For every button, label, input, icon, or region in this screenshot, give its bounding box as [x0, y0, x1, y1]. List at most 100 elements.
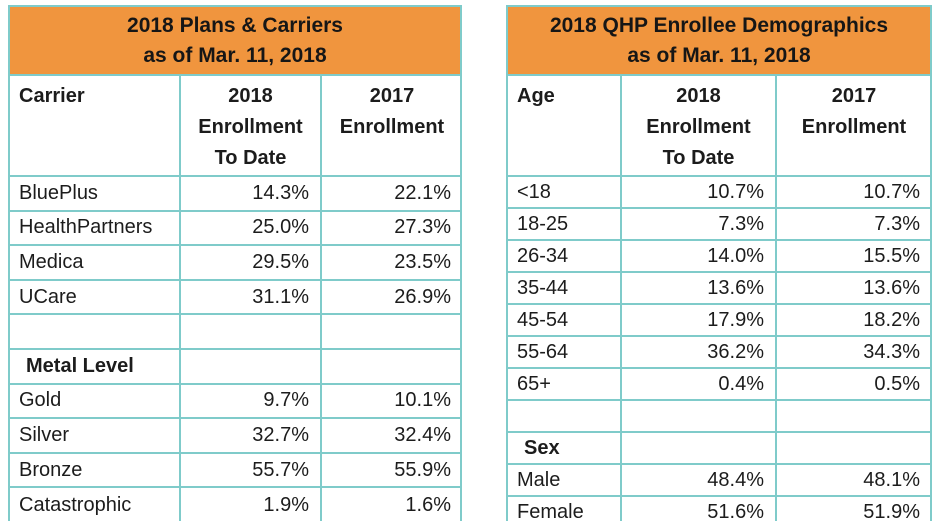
table-row: HealthPartners 25.0% 27.3%: [9, 209, 463, 247]
row-label-cell: 65+: [507, 367, 622, 401]
row-label-cell: [507, 399, 622, 433]
value-cell: 36.2%: [620, 335, 777, 369]
row-label-cell: HealthPartners: [9, 209, 181, 247]
value-cell: 32.4%: [320, 417, 463, 454]
value-cell: 51.9%: [775, 495, 932, 521]
value-cell: 48.1%: [775, 463, 932, 497]
table-row: 45-54 17.9% 18.2%: [507, 303, 932, 337]
value-cell: 1.9%: [179, 486, 322, 521]
row-label-cell: Female: [507, 495, 622, 521]
value-cell: 26.9%: [320, 278, 463, 316]
value-cell: 14.0%: [620, 239, 777, 273]
table-row: Medica 29.5% 23.5%: [9, 244, 463, 281]
table-row: Gold 9.7% 10.1%: [9, 382, 463, 420]
value-cell: 10.7%: [620, 175, 777, 209]
column-header-2018-enrollment: 2018 Enrollment To Date: [620, 75, 777, 177]
column-header-2017-enrollment: 2017 Enrollment: [775, 75, 932, 177]
table-row: 55-64 36.2% 34.3%: [507, 335, 932, 369]
demographics-grid: Age 2018 Enrollment To Date 2017 Enrollm…: [507, 75, 932, 521]
value-cell: 34.3%: [775, 335, 932, 369]
row-label-cell: 45-54: [507, 303, 622, 337]
value-cell: 29.5%: [179, 244, 322, 281]
section-row: Sex: [507, 431, 932, 465]
value-cell: 17.9%: [620, 303, 777, 337]
table-row: Bronze 55.7% 55.9%: [9, 451, 463, 489]
value-cell: 27.3%: [320, 209, 463, 247]
row-label-cell: BluePlus: [9, 175, 181, 212]
column-header-2018-enrollment: 2018 Enrollment To Date: [179, 75, 322, 177]
table-row: BluePlus 14.3% 22.1%: [9, 175, 463, 212]
table-row: 35-44 13.6% 13.6%: [507, 271, 932, 305]
table-row: 65+ 0.4% 0.5%: [507, 367, 932, 401]
spacer-row: [9, 313, 463, 350]
value-cell: 10.7%: [775, 175, 932, 209]
row-label-cell: 26-34: [507, 239, 622, 273]
row-label-cell: 55-64: [507, 335, 622, 369]
table-row: Female 51.6% 51.9%: [507, 495, 932, 521]
table-row: UCare 31.1% 26.9%: [9, 278, 463, 316]
table-row: Male 48.4% 48.1%: [507, 463, 932, 497]
demographics-title: 2018 QHP Enrollee Demographics as of Mar…: [508, 7, 930, 76]
value-cell: [775, 399, 932, 433]
column-header-age: Age: [507, 75, 622, 177]
value-cell: [620, 431, 777, 465]
value-cell: 32.7%: [179, 417, 322, 454]
section-row: Metal Level: [9, 347, 463, 385]
demographics-table: 2018 QHP Enrollee Demographics as of Mar…: [506, 5, 932, 521]
value-cell: [320, 313, 463, 350]
table-row: 26-34 14.0% 15.5%: [507, 239, 932, 273]
table-row: 18-25 7.3% 7.3%: [507, 207, 932, 241]
value-cell: 13.6%: [775, 271, 932, 305]
table-row: <18 10.7% 10.7%: [507, 175, 932, 209]
row-label-cell: Gold: [9, 382, 181, 420]
header-row: Carrier 2018 Enrollment To Date 2017 Enr…: [9, 75, 463, 177]
column-header-carrier: Carrier: [9, 75, 181, 177]
value-cell: 13.6%: [620, 271, 777, 305]
plans-carriers-rows: BluePlus 14.3% 22.1% HealthPartners 25.0% 27.…: [9, 175, 463, 521]
value-cell: 31.1%: [179, 278, 322, 316]
value-cell: 15.5%: [775, 239, 932, 273]
value-cell: 18.2%: [775, 303, 932, 337]
value-cell: 48.4%: [620, 463, 777, 497]
row-label-cell: 18-25: [507, 207, 622, 241]
value-cell: 55.9%: [320, 451, 463, 489]
value-cell: 0.4%: [620, 367, 777, 401]
spacer-row: [507, 399, 932, 433]
value-cell: 10.1%: [320, 382, 463, 420]
value-cell: 51.6%: [620, 495, 777, 521]
value-cell: 55.7%: [179, 451, 322, 489]
value-cell: [620, 399, 777, 433]
table-row: Silver 32.7% 32.4%: [9, 417, 463, 454]
row-label-cell: Bronze: [9, 451, 181, 489]
demographics-rows: <18 10.7% 10.7% 18-25 7.3% 7.3% 26-34 14.0% 15.5…: [507, 175, 932, 521]
plans-carriers-title: 2018 Plans & Carriers as of Mar. 11, 201…: [10, 7, 460, 76]
value-cell: 22.1%: [320, 175, 463, 212]
value-cell: 25.0%: [179, 209, 322, 247]
value-cell: 0.5%: [775, 367, 932, 401]
row-label-cell: Metal Level: [9, 347, 181, 385]
plans-carriers-grid: Carrier 2018 Enrollment To Date 2017 Enr…: [9, 75, 463, 521]
value-cell: 7.3%: [620, 207, 777, 241]
value-cell: 14.3%: [179, 175, 322, 212]
row-label-cell: Male: [507, 463, 622, 497]
row-label-cell: Sex: [507, 431, 622, 465]
row-label-cell: <18: [507, 175, 622, 209]
row-label-cell: [9, 313, 181, 350]
plans-carriers-table: 2018 Plans & Carriers as of Mar. 11, 201…: [8, 5, 463, 521]
row-label-cell: Silver: [9, 417, 181, 454]
value-cell: 9.7%: [179, 382, 322, 420]
value-cell: [320, 347, 463, 385]
table-row: Catastrophic 1.9% 1.6%: [9, 486, 463, 521]
row-label-cell: Catastrophic: [9, 486, 181, 521]
value-cell: [775, 431, 932, 465]
row-label-cell: Medica: [9, 244, 181, 281]
row-label-cell: 35-44: [507, 271, 622, 305]
value-cell: [179, 347, 322, 385]
value-cell: [179, 313, 322, 350]
value-cell: 1.6%: [320, 486, 463, 521]
value-cell: 7.3%: [775, 207, 932, 241]
value-cell: 23.5%: [320, 244, 463, 281]
column-header-2017-enrollment: 2017 Enrollment: [320, 75, 463, 177]
header-row: Age 2018 Enrollment To Date 2017 Enrollm…: [507, 75, 932, 177]
